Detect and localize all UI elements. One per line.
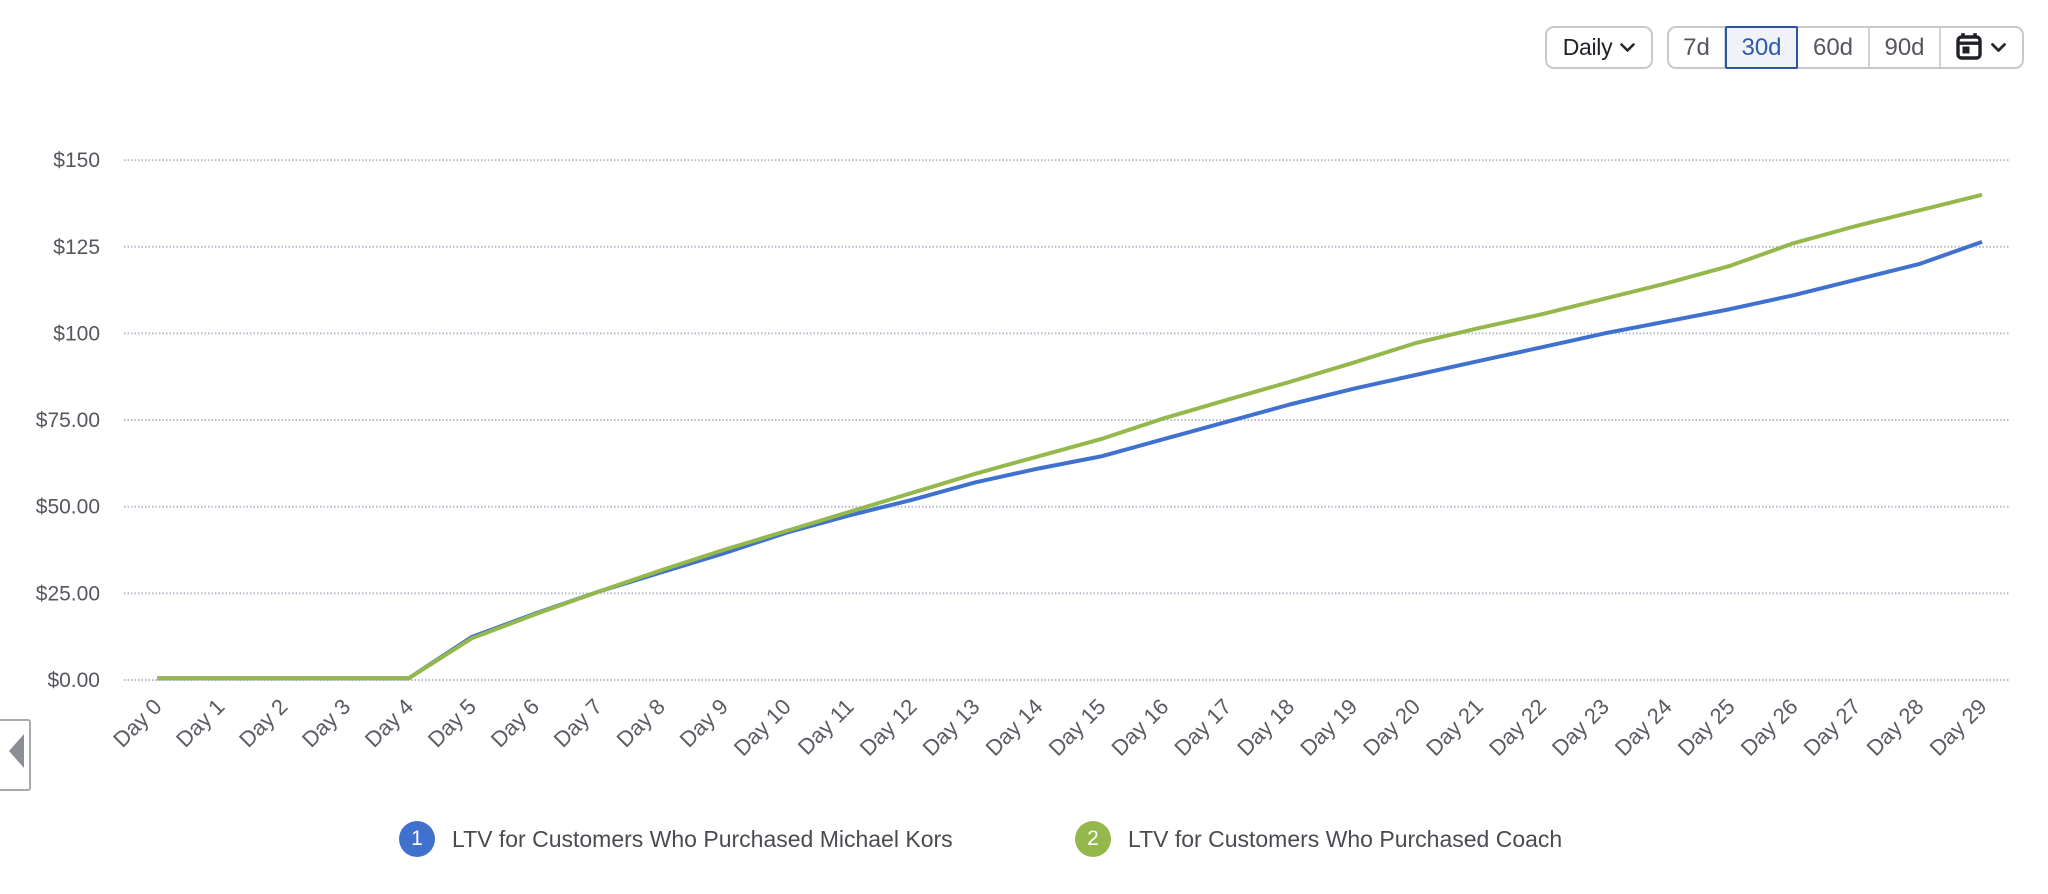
svg-text:Day 29: Day 29 [1925,694,1992,761]
svg-text:Day 8: Day 8 [612,694,670,752]
svg-text:$150: $150 [53,149,100,172]
svg-text:Day 17: Day 17 [1169,694,1236,761]
svg-text:Day 28: Day 28 [1862,694,1929,761]
svg-text:Day 5: Day 5 [423,694,481,752]
svg-text:Day 9: Day 9 [675,694,733,752]
svg-text:$125: $125 [53,236,100,259]
svg-text:$50.00: $50.00 [36,496,100,519]
svg-text:Day 11: Day 11 [793,694,859,760]
svg-text:Day 27: Day 27 [1799,694,1866,761]
svg-text:Day 19: Day 19 [1295,694,1362,761]
svg-text:Day 3: Day 3 [297,694,355,752]
svg-text:Day 1: Day 1 [171,694,229,752]
svg-text:Day 21: Day 21 [1421,694,1488,761]
svg-text:$100: $100 [53,322,100,345]
svg-text:Day 16: Day 16 [1106,694,1173,761]
svg-text:Day 18: Day 18 [1232,694,1299,761]
svg-text:Day 12: Day 12 [855,694,922,761]
svg-text:Day 15: Day 15 [1044,694,1111,761]
svg-text:$0.00: $0.00 [47,669,100,692]
svg-text:Day 22: Day 22 [1484,694,1551,761]
svg-text:Day 0: Day 0 [108,694,166,752]
svg-text:Day 7: Day 7 [549,694,607,752]
svg-text:Day 26: Day 26 [1736,694,1803,761]
svg-text:Day 6: Day 6 [486,694,544,752]
svg-text:Day 14: Day 14 [981,694,1048,761]
svg-text:Day 10: Day 10 [729,694,796,761]
svg-text:Day 24: Day 24 [1610,694,1677,761]
svg-text:Day 20: Day 20 [1358,694,1425,761]
svg-text:$25.00: $25.00 [36,582,100,605]
svg-text:Day 25: Day 25 [1673,694,1740,761]
svg-text:Day 13: Day 13 [918,694,985,761]
svg-text:$75.00: $75.00 [36,409,100,432]
svg-text:Day 2: Day 2 [234,694,292,752]
svg-text:Day 23: Day 23 [1547,694,1614,761]
svg-text:Day 4: Day 4 [360,694,418,752]
